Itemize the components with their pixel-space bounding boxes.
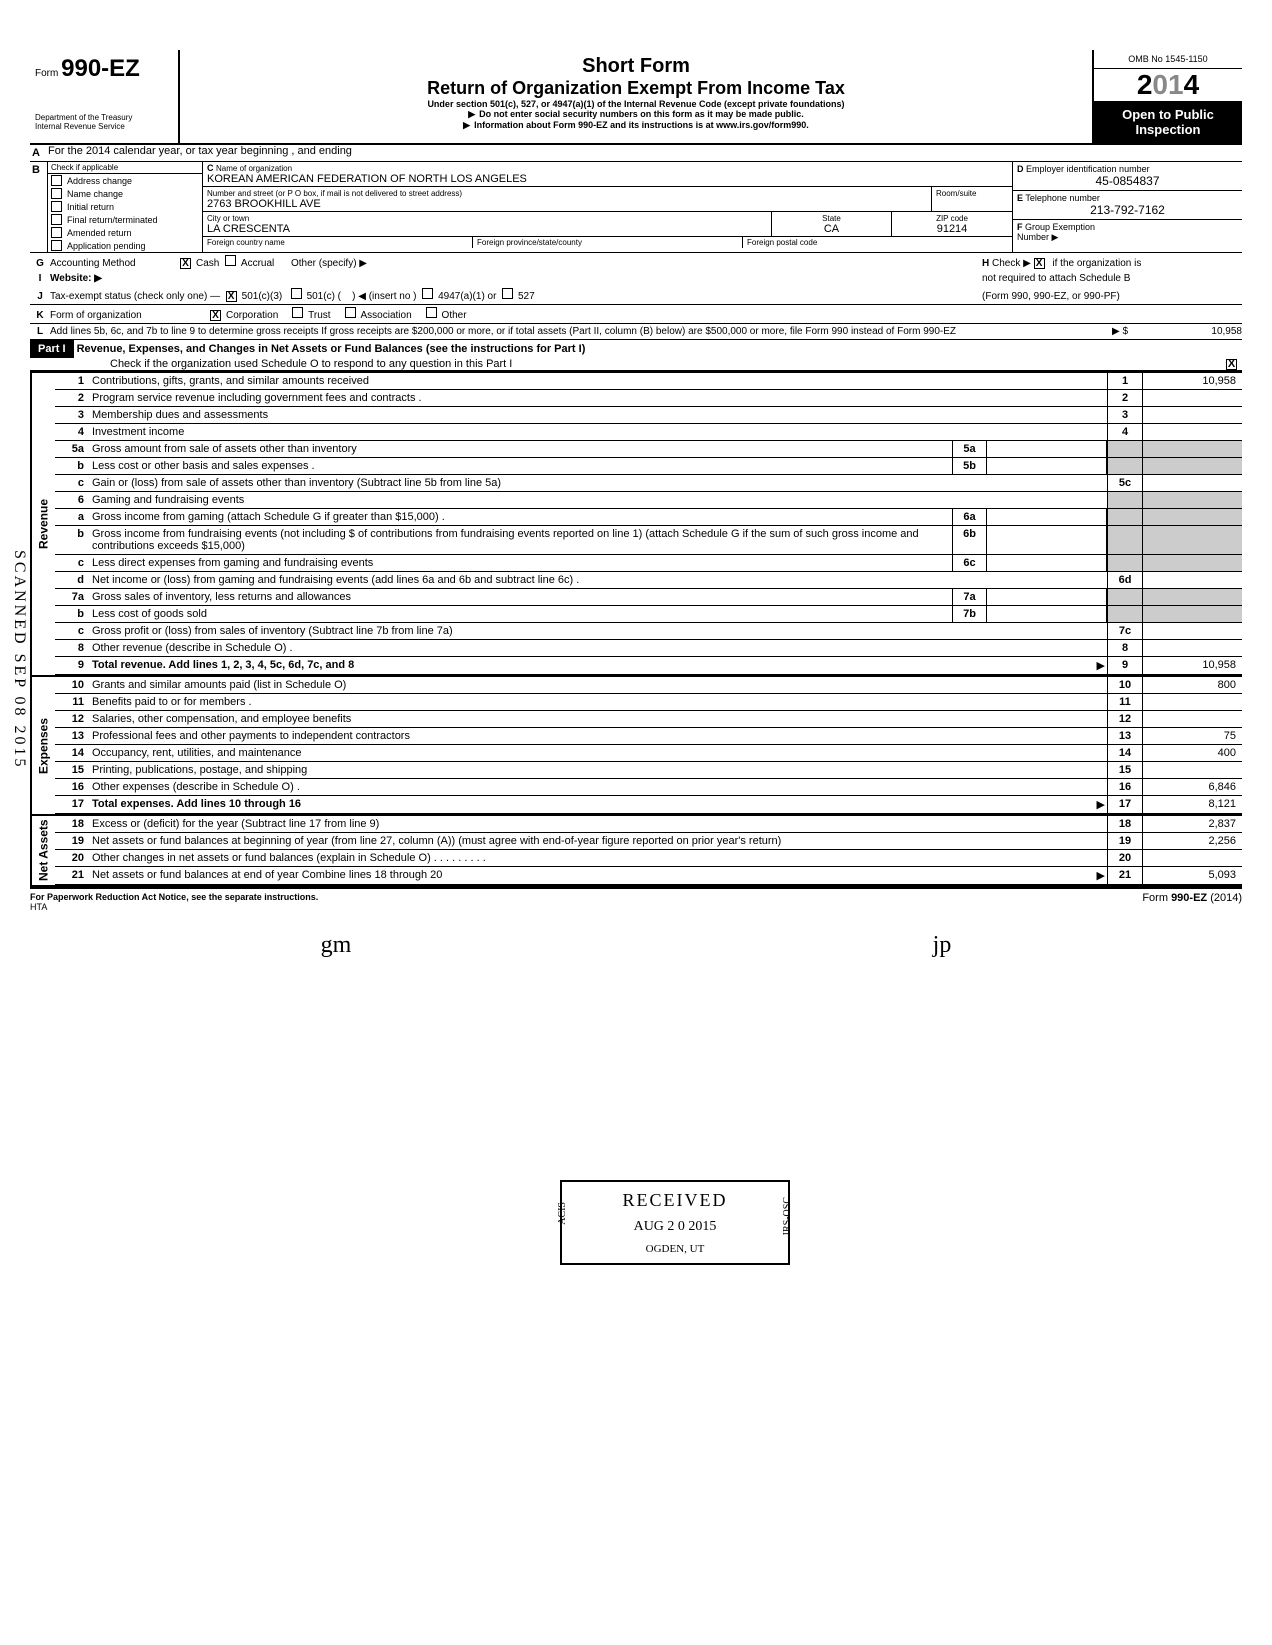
org-state: CA [824,223,839,235]
table-row: 11Benefits paid to or for members .11 [55,694,1242,711]
table-row: cGross profit or (loss) from sales of in… [55,623,1242,640]
line-j: J Tax-exempt status (check only one) — 5… [30,286,1242,305]
received-stamp: RECEIVED AUG 2 0 2015 OGDEN, UT ACIS IRS… [560,1180,790,1265]
line-k: K Form of organization Corporation Trust… [30,305,1242,324]
form-number: Form 990-EZ [35,55,173,83]
org-street: 2763 BROOKHILL AVE [207,198,321,210]
check-name[interactable]: Name change [48,187,202,200]
line-i: I Website: ▶ not required to attach Sche… [30,271,1242,286]
check-schedule-o[interactable] [1226,359,1237,370]
table-row: 20Other changes in net assets or fund ba… [55,850,1242,867]
check-address[interactable]: Address change [48,174,202,187]
table-row: 9Total revenue. Add lines 1, 2, 3, 4, 5c… [55,657,1242,675]
ssn-warning: Do not enter social security numbers on … [190,109,1082,120]
phone: 213-792-7162 [1017,203,1238,217]
org-zip: 91214 [937,223,968,235]
table-row: 2Program service revenue including gover… [55,390,1242,407]
table-row: 15Printing, publications, postage, and s… [55,762,1242,779]
footer-form: Form 990-EZ (2014) [1142,892,1242,912]
title-sub: Return of Organization Exempt From Incom… [190,78,1082,99]
table-row: bGross income from fundraising events (n… [55,526,1242,555]
line-a: A For the 2014 calendar year, or tax yea… [30,145,1242,162]
form-title-box: Short Form Return of Organization Exempt… [180,50,1092,143]
revenue-section: Revenue 1Contributions, gifts, grants, a… [30,371,1242,675]
checkbox-area: Check if applicable Address change Name … [48,162,203,252]
check-initial[interactable]: Initial return [48,200,202,213]
form-header: Form 990-EZ Department of the Treasury I… [30,50,1242,145]
check-corp[interactable] [210,310,221,321]
table-row: bLess cost or other basis and sales expe… [55,458,1242,475]
check-h[interactable] [1034,258,1045,269]
check-amended[interactable]: Amended return [48,226,202,239]
check-pending[interactable]: Application pending [48,239,202,252]
table-row: 18Excess or (deficit) for the year (Subt… [55,816,1242,833]
table-row: 14Occupancy, rent, utilities, and mainte… [55,745,1242,762]
table-row: 13Professional fees and other payments t… [55,728,1242,745]
table-row: 3Membership dues and assessments3 [55,407,1242,424]
table-row: 21Net assets or fund balances at end of … [55,867,1242,885]
footer: For Paperwork Reduction Act Notice, see … [30,887,1242,912]
signatures: gm jp [30,912,1242,979]
table-row: 17Total expenses. Add lines 10 through 1… [55,796,1242,814]
check-accrual[interactable] [225,255,236,266]
table-row: 8Other revenue (describe in Schedule O) … [55,640,1242,657]
table-row: 12Salaries, other compensation, and empl… [55,711,1242,728]
right-info: D Employer identification number45-08548… [1012,162,1242,252]
table-row: dNet income or (loss) from gaming and fu… [55,572,1242,589]
open-public: Open to Public Inspection [1094,101,1242,143]
form-id-box: Form 990-EZ Department of the Treasury I… [30,50,180,143]
gross-receipts: 10,958 [1142,326,1242,337]
line-g-i: G Accounting Method Cash Accrual Other (… [30,253,1242,271]
omb-number: OMB No 1545-1150 [1094,50,1242,69]
table-row: cGain or (loss) from sale of assets othe… [55,475,1242,492]
ein: 45-0854837 [1017,174,1238,188]
under-text: Under section 501(c), 527, or 4947(a)(1)… [190,99,1082,109]
table-row: 16Other expenses (describe in Schedule O… [55,779,1242,796]
form-right-box: OMB No 1545-1150 2014 Open to Public Ins… [1092,50,1242,143]
header-grid: B Check if applicable Address change Nam… [30,162,1242,253]
table-row: 4Investment income4 [55,424,1242,441]
check-501c3[interactable] [226,291,237,302]
netassets-section: Net Assets 18Excess or (deficit) for the… [30,814,1242,887]
table-row: 19Net assets or fund balances at beginni… [55,833,1242,850]
info-text: Information about Form 990-EZ and its in… [190,120,1082,131]
org-city: LA CRESCENTA [207,223,290,235]
table-row: 6Gaming and fundraising events [55,492,1242,509]
org-name: KOREAN AMERICAN FEDERATION OF NORTH LOS … [207,173,527,185]
table-row: 7aGross sales of inventory, less returns… [55,589,1242,606]
tax-year: 2014 [1094,69,1242,101]
line-l: L Add lines 5b, 6c, and 7b to line 9 to … [30,324,1242,340]
title-main: Short Form [190,55,1082,78]
department: Department of the Treasury Internal Reve… [35,113,173,131]
scanned-stamp: SCANNED SEP 08 2015 [10,550,28,770]
table-row: 5aGross amount from sale of assets other… [55,441,1242,458]
table-row: 10Grants and similar amounts paid (list … [55,677,1242,694]
expenses-section: Expenses 10Grants and similar amounts pa… [30,675,1242,814]
check-final[interactable]: Final return/terminated [48,213,202,226]
check-cash[interactable] [180,258,191,269]
table-row: cLess direct expenses from gaming and fu… [55,555,1242,572]
table-row: bLess cost of goods sold7b [55,606,1242,623]
table-row: 1Contributions, gifts, grants, and simil… [55,373,1242,390]
table-row: aGross income from gaming (attach Schedu… [55,509,1242,526]
org-info: C Name of organization KOREAN AMERICAN F… [203,162,1012,252]
part1-header: Part I Revenue, Expenses, and Changes in… [30,340,1242,371]
